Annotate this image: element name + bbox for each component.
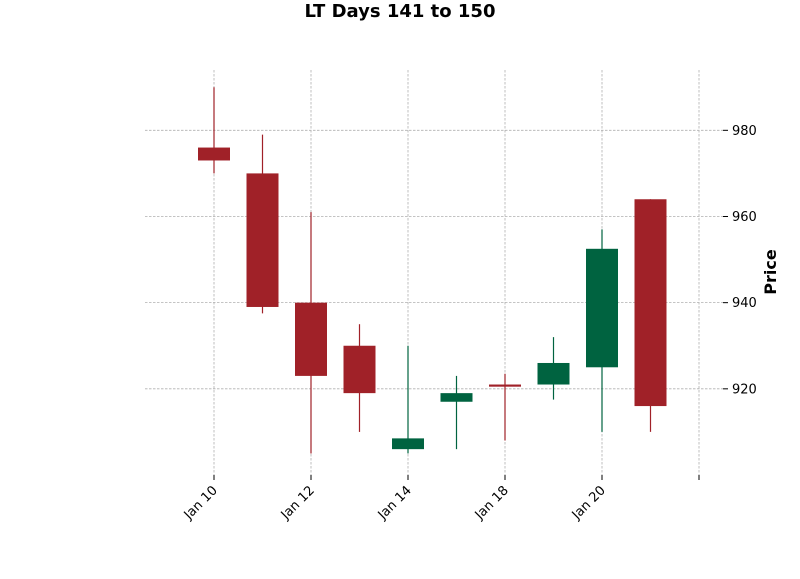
y-axis: 920 940 960 980 (723, 124, 757, 397)
candle-body (295, 302, 327, 376)
candle (198, 87, 230, 174)
candle (392, 345, 424, 454)
candle (246, 134, 279, 314)
candle-body (634, 199, 667, 407)
candle (295, 212, 327, 454)
candle-body (392, 438, 424, 450)
x-tick-label: Jan 18 (472, 483, 512, 523)
y-tick-label: 980 (732, 124, 757, 139)
y-tick-label: 920 (732, 382, 757, 397)
x-tick-label: Jan 10 (181, 483, 221, 523)
candle (586, 229, 618, 432)
x-tick-label: Jan 20 (569, 483, 609, 523)
chart-title: LT Days 141 to 150 (305, 1, 496, 22)
candle-body (343, 345, 376, 394)
y-tick-label: 960 (732, 210, 757, 225)
candle (440, 375, 473, 450)
candle-body (198, 147, 230, 161)
y-tick-label: 940 (732, 296, 757, 311)
candle-body (537, 362, 570, 385)
x-tick-label: Jan 12 (278, 483, 318, 523)
x-tick-label: Jan 14 (375, 483, 415, 523)
candle-body (246, 173, 279, 307)
x-axis: Jan 10 Jan 12 Jan 14 Jan 18 Jan 20 (181, 475, 700, 523)
candle-body (586, 248, 618, 368)
candle (537, 337, 570, 400)
candle-body (489, 384, 521, 387)
candle (634, 199, 667, 432)
candle (489, 373, 521, 441)
candle-layer (198, 87, 667, 454)
candle-body (440, 393, 473, 402)
y-axis-label: Price (761, 249, 780, 295)
candle (343, 324, 376, 432)
